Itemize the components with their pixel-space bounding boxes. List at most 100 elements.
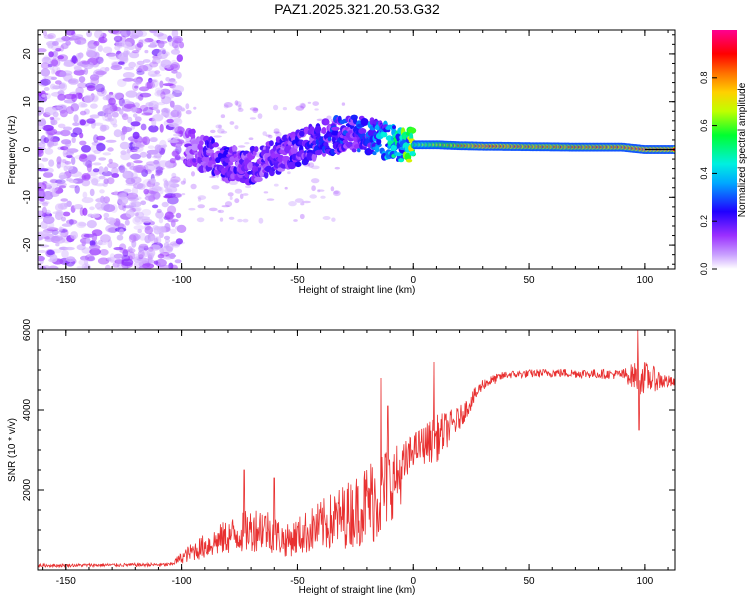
noise-blob <box>220 130 228 134</box>
noise-blob <box>41 94 46 98</box>
noise-blob <box>331 217 336 222</box>
noise-blob <box>125 209 135 218</box>
noise-blob <box>160 88 171 95</box>
noise-blob <box>197 195 207 201</box>
noise-blob <box>170 264 178 269</box>
noise-blob <box>191 171 195 177</box>
noise-blob <box>238 145 246 148</box>
noise-blob <box>62 211 71 217</box>
signal-blob <box>263 171 269 179</box>
noise-blob <box>100 234 111 243</box>
x-tick-label: -100 <box>172 576 192 587</box>
noise-blob <box>171 192 183 199</box>
noise-blob <box>120 152 131 161</box>
noise-blob <box>180 108 186 112</box>
noise-blob <box>171 30 179 38</box>
noise-blob <box>46 227 59 232</box>
noise-blob <box>148 77 153 83</box>
noise-blob <box>223 102 233 108</box>
noise-blob <box>154 70 161 75</box>
noise-blob <box>132 131 140 140</box>
signal-blob <box>376 138 382 145</box>
noise-blob <box>110 64 123 71</box>
noise-blob <box>237 107 244 112</box>
noise-blob <box>228 216 235 220</box>
noise-blob <box>70 171 82 178</box>
noise-blob <box>74 34 84 39</box>
noise-blob <box>38 262 42 268</box>
noise-blob <box>101 170 113 177</box>
noise-blob <box>69 35 81 41</box>
noise-blob <box>103 196 110 204</box>
noise-blob <box>134 212 139 217</box>
colorbar-gradient <box>712 30 737 269</box>
noise-blob <box>99 124 107 132</box>
noise-blob <box>148 125 159 133</box>
noise-blob <box>85 49 95 58</box>
noise-blob <box>152 186 163 192</box>
noise-blob <box>157 33 168 40</box>
noise-blob <box>58 174 68 180</box>
noise-blob <box>120 30 131 38</box>
noise-blob <box>174 225 183 231</box>
noise-blob <box>273 128 280 134</box>
noise-blob <box>139 86 149 92</box>
noise-blob <box>52 41 59 46</box>
noise-blob <box>99 189 105 194</box>
x-tick-label: -50 <box>290 275 305 286</box>
noise-blob <box>38 146 44 155</box>
noise-blob <box>234 198 240 204</box>
noise-blob <box>56 104 68 110</box>
noise-blob <box>95 83 105 93</box>
x-tick-label: -150 <box>56 576 76 587</box>
signal-blob <box>299 130 305 137</box>
noise-blob <box>83 94 93 104</box>
noise-blob <box>137 228 142 234</box>
noise-blob <box>86 118 96 124</box>
noise-blob <box>43 55 50 63</box>
y-tick-label: 2000 <box>22 478 33 501</box>
noise-blob <box>228 180 238 185</box>
signal-blob <box>314 149 323 156</box>
noise-blob <box>168 180 176 188</box>
noise-blob <box>81 179 91 187</box>
noise-blob <box>71 156 76 165</box>
noise-blob <box>106 217 116 225</box>
noise-blob <box>51 59 59 67</box>
noise-blob <box>221 205 230 208</box>
noise-blob <box>42 171 54 178</box>
noise-blob <box>326 115 332 120</box>
noise-blob <box>39 197 45 202</box>
noise-blob <box>89 248 101 256</box>
noise-blob <box>106 256 118 262</box>
colorbar-tick-label: 0.0 <box>699 263 709 276</box>
noise-blob <box>59 45 65 52</box>
noise-blob <box>51 187 56 197</box>
noise-blob <box>157 160 170 168</box>
signal-blob <box>406 158 413 163</box>
noise-blob <box>66 154 73 159</box>
noise-blob <box>217 209 221 213</box>
noise-blob <box>111 167 119 175</box>
y-tick-label: -10 <box>22 190 33 205</box>
noise-blob <box>223 104 229 109</box>
noise-blob <box>78 101 86 108</box>
noise-blob <box>122 113 129 121</box>
noise-blob <box>145 81 156 89</box>
noise-blob <box>309 194 318 199</box>
noise-blob <box>90 103 98 109</box>
noise-blob <box>236 101 242 107</box>
noise-blob <box>131 50 140 54</box>
noise-blob <box>137 250 145 258</box>
noise-blob <box>157 152 161 161</box>
noise-blob <box>52 111 59 118</box>
noise-blob <box>317 189 321 193</box>
noise-blob <box>140 257 150 264</box>
noise-blob <box>126 148 131 154</box>
noise-blob <box>91 213 101 218</box>
noise-blob <box>86 30 93 38</box>
noise-blob <box>111 111 119 118</box>
noise-blob <box>139 92 152 98</box>
noise-blob <box>183 177 187 184</box>
noise-blob <box>167 218 179 223</box>
